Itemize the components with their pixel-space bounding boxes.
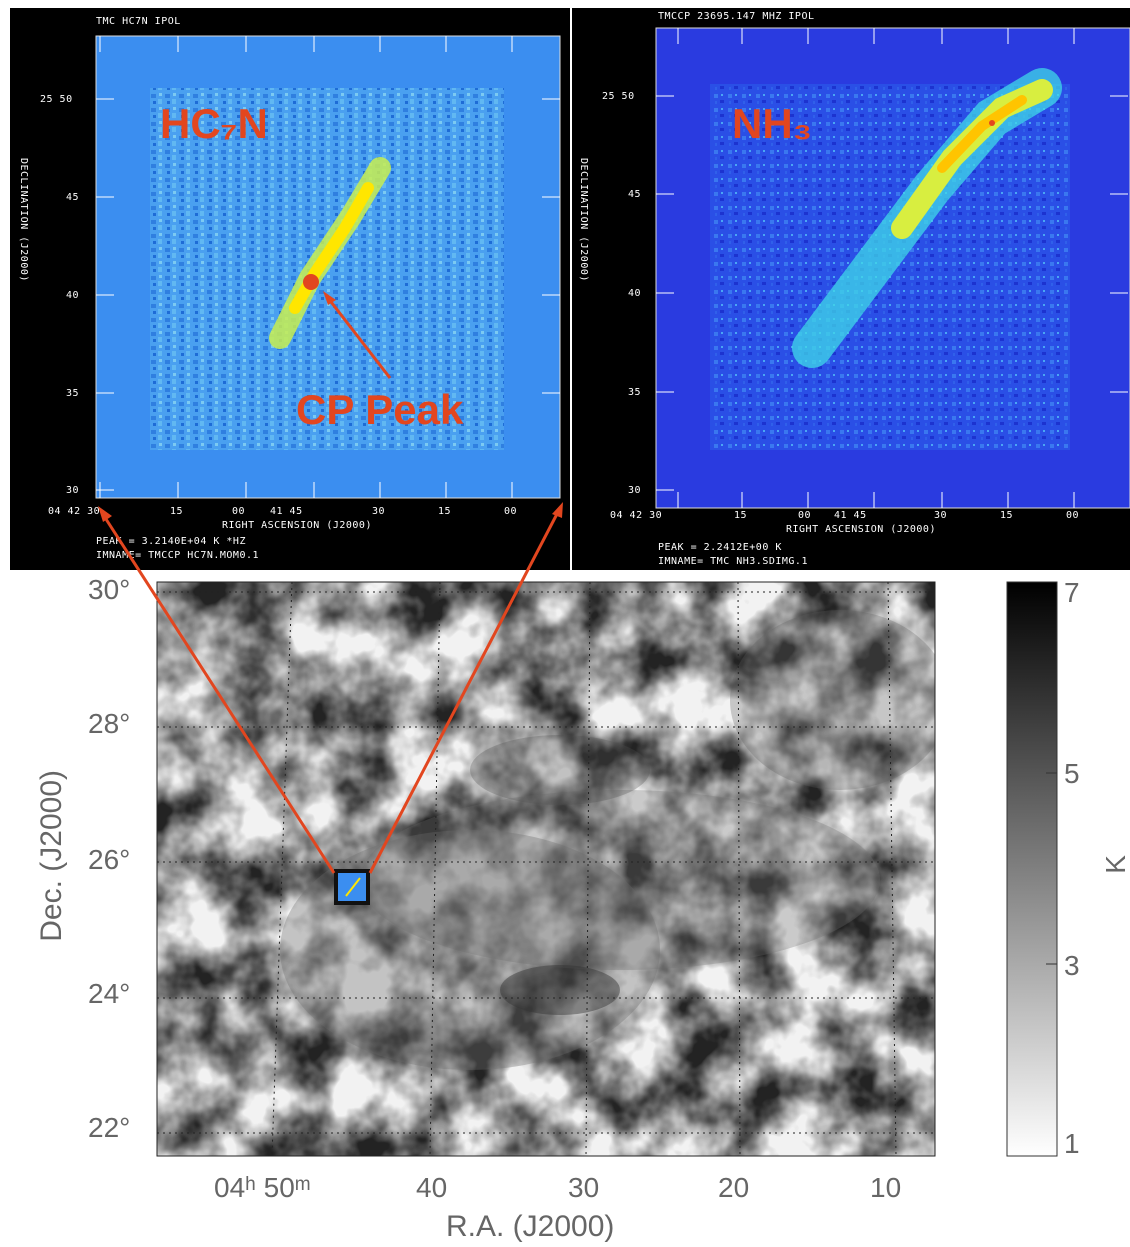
main-xlabel: R.A. (J2000)	[446, 1210, 615, 1243]
main-x-tick: 10	[870, 1172, 902, 1203]
nh3-dec-tick: 25 50	[602, 91, 635, 102]
main-y-tick: 28°	[88, 708, 131, 739]
hc7n-ra-tick: 30	[372, 506, 386, 517]
colorbar-tick: 7	[1064, 577, 1080, 608]
nh3-dec-tick: 40	[628, 288, 642, 299]
hc7n-ra-tick: 04 42 30	[48, 506, 101, 517]
hc7n-map	[95, 35, 561, 499]
hc7n-ra-tick: 00	[232, 506, 246, 517]
nh3-imname: IMNAME= TMC NH3.SDIMG.1	[658, 556, 808, 567]
nh3-molecule-label: NH₃	[732, 100, 813, 147]
hc7n-panel: TMC HC7N IPOL	[10, 8, 570, 570]
nh3-ylabel: DECLINATION (J2000)	[578, 158, 589, 282]
colorbar-tick: 1	[1064, 1128, 1080, 1159]
colorbar-tick: 3	[1064, 950, 1080, 981]
nh3-map	[655, 27, 1130, 509]
nh3-dec-tick: 35	[628, 387, 642, 398]
hc7n-dec-tick: 45	[66, 192, 80, 203]
main-x-tick: 04ʰ 50ᵐ	[214, 1172, 311, 1203]
main-ylabel: Dec. (J2000)	[35, 770, 68, 942]
nh3-dec-tick: 30	[628, 485, 642, 496]
hc7n-ra-tick: 15	[170, 506, 184, 517]
nh3-xlabel: RIGHT ASCENSION (J2000)	[786, 524, 936, 535]
hc7n-ra-tick: 41 45	[270, 506, 303, 517]
main-y-tick: 24°	[88, 978, 131, 1009]
nh3-ra-tick: 00	[798, 510, 812, 521]
hc7n-dec-tick: 40	[66, 290, 80, 301]
main-y-tick: 26°	[88, 844, 131, 875]
hc7n-ra-tick: 00	[504, 506, 518, 517]
colorbar	[1006, 581, 1058, 1157]
nh3-peak: PEAK = 2.2412E+00 K	[658, 542, 782, 553]
nh3-panel: TMCCP 23695.147 MHZ IPOL 25 50 45 40 35 …	[572, 8, 1130, 570]
cp-peak-marker	[303, 274, 319, 290]
hc7n-xlabel: RIGHT ASCENSION (J2000)	[222, 520, 372, 531]
main-map	[156, 581, 1058, 1157]
nh3-ra-tick: 15	[1000, 510, 1014, 521]
nh3-ra-tick: 41 45	[834, 510, 867, 521]
hc7n-imname: IMNAME= TMCCP HC7N.MOM0.1	[96, 550, 260, 561]
hc7n-dec-tick: 30	[66, 485, 80, 496]
hc7n-ylabel: DECLINATION (J2000)	[18, 158, 29, 282]
main-y-tick: 30°	[88, 574, 131, 605]
nh3-ra-tick: 00	[1066, 510, 1080, 521]
hc7n-molecule-label: HC₇N	[160, 100, 268, 147]
nh3-ra-tick: 15	[734, 510, 748, 521]
main-x-tick: 20	[718, 1172, 750, 1203]
hc7n-ra-tick: 15	[438, 506, 452, 517]
main-y-tick: 22°	[88, 1112, 131, 1143]
nh3-panel-header: TMCCP 23695.147 MHZ IPOL	[658, 11, 815, 22]
nh3-ra-tick: 04 42 30	[610, 510, 663, 521]
colorbar-unit: K	[1100, 855, 1130, 874]
hc7n-peak: PEAK = 3.2140E+04 K *HZ	[96, 536, 246, 547]
main-x-tick: 30	[568, 1172, 600, 1203]
nh3-ra-tick: 30	[934, 510, 948, 521]
main-x-tick: 40	[416, 1172, 448, 1203]
colorbar-tick: 5	[1064, 758, 1080, 789]
nh3-dec-tick: 45	[628, 189, 642, 200]
hc7n-panel-header: TMC HC7N IPOL	[96, 16, 181, 27]
hc7n-dec-tick: 35	[66, 388, 80, 399]
cp-peak-label: CP Peak	[296, 386, 464, 433]
hc7n-dec-tick: 25 50	[40, 94, 73, 105]
